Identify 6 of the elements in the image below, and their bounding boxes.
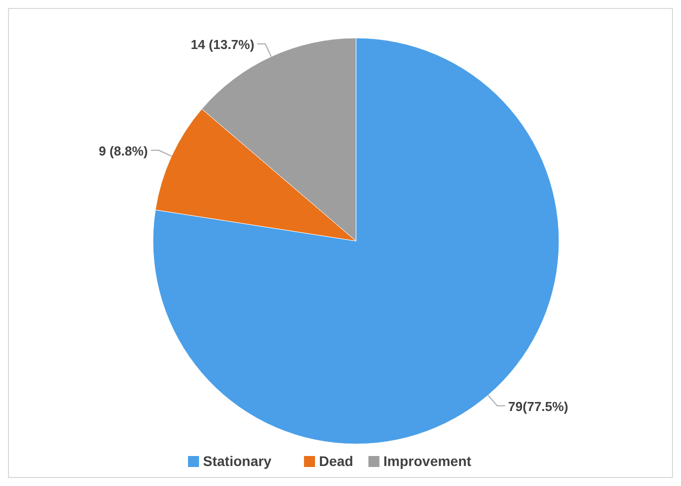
data-label: 14 (13.7%) bbox=[190, 36, 254, 52]
data-label: 9 (8.8%) bbox=[98, 143, 148, 158]
legend-label: Improvement bbox=[383, 453, 472, 469]
legend-label: Stationary bbox=[203, 453, 272, 469]
legend-label: Dead bbox=[319, 453, 354, 469]
data-label: 79(77.5%) bbox=[508, 398, 568, 414]
